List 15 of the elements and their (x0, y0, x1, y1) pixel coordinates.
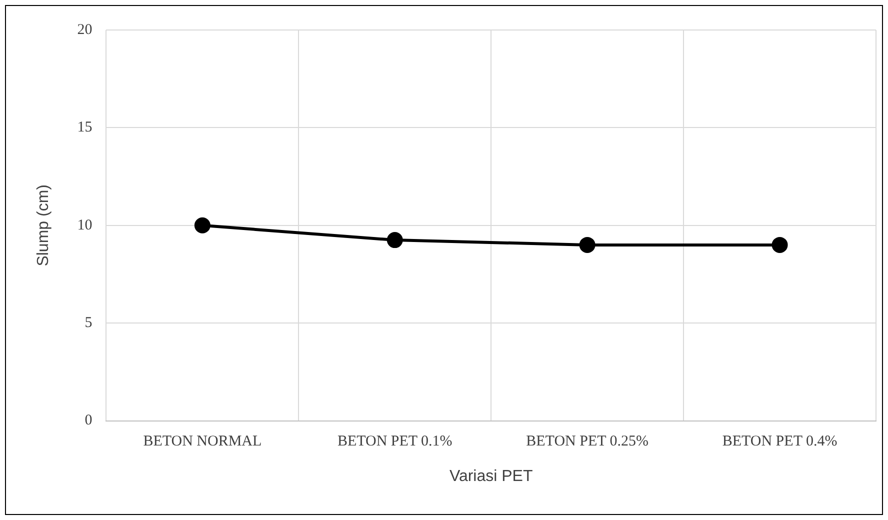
y-tick-label: 10 (77, 217, 92, 234)
y-tick-label: 15 (77, 120, 92, 136)
x-tick-label: BETON NORMAL (143, 434, 262, 450)
point (194, 217, 210, 234)
point (386, 232, 403, 248)
x-tick-label: BETON PET 0.4% (722, 434, 838, 450)
point (579, 236, 596, 253)
point (772, 236, 788, 253)
y-tick-label: 0 (84, 412, 92, 429)
x-tick-label: BETON PET 0.1% (337, 434, 452, 450)
y-axis-title: Slump (cm) (35, 184, 52, 266)
y-tick-label: 20 (77, 22, 92, 38)
y-tick-label: 5 (84, 315, 92, 332)
x-axis-title: Variasi PET (449, 468, 533, 485)
x-tick-label: BETON PET 0.25% (526, 434, 649, 450)
